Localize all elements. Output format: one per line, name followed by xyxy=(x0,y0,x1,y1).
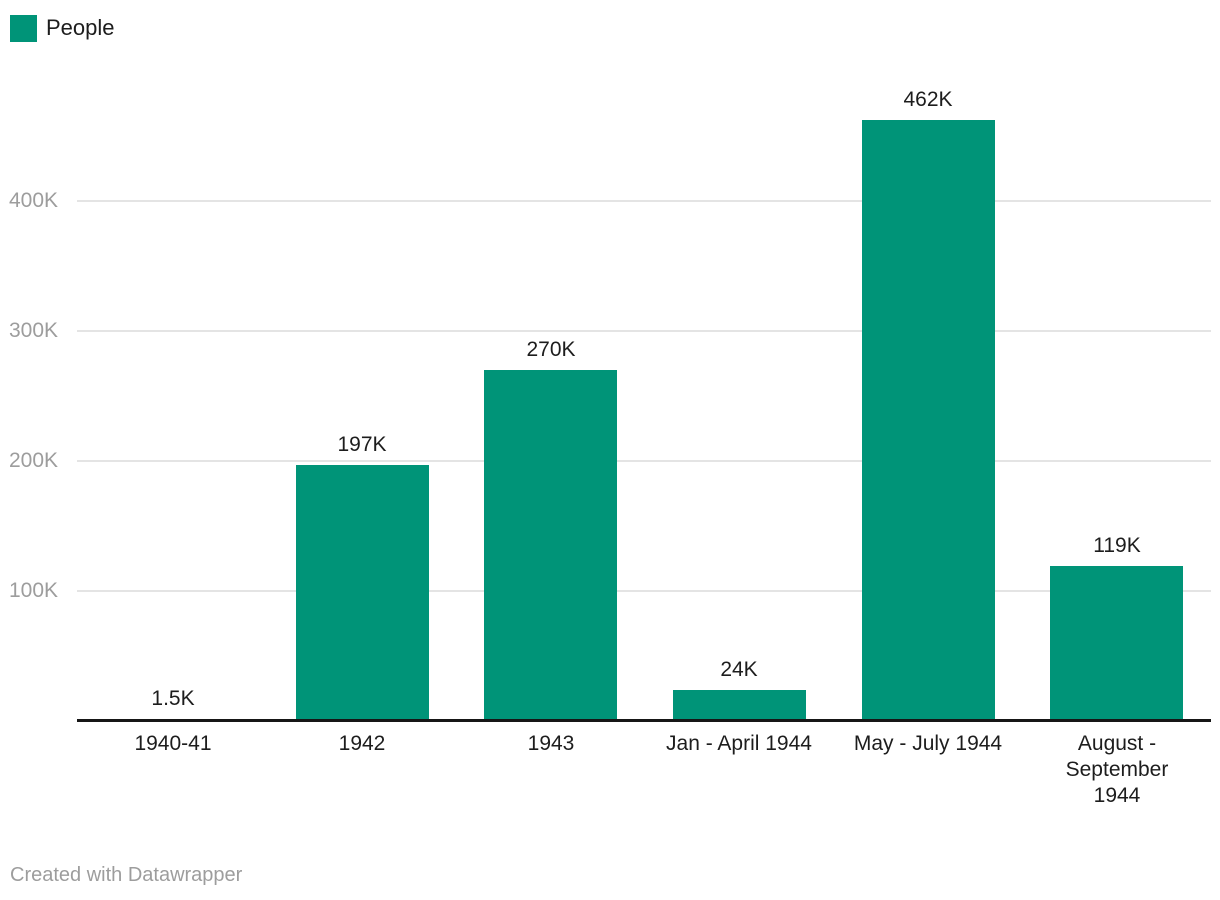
y-axis-label-400k: 400K xyxy=(9,189,59,212)
legend-swatch-people xyxy=(10,14,37,42)
x-axis-label-1943: 1943 xyxy=(527,732,575,755)
y-axis-label-300k: 300K xyxy=(9,319,59,342)
x-axis-label-jan-april-1944: Jan - April 1944 xyxy=(666,732,812,755)
gridline-300k xyxy=(77,330,1211,332)
bar-1942 xyxy=(296,465,429,721)
gridline-400k xyxy=(77,200,1211,202)
x-axis-label-1940-41: 1940-41 xyxy=(134,732,212,755)
x-axis-label-august-september-1944: August - September 1944 xyxy=(1065,732,1169,807)
gridline-100k xyxy=(77,590,1211,592)
bar-value-label-jan-april-1944: 24K xyxy=(720,658,758,681)
bar-august-september-1944 xyxy=(1050,566,1183,721)
x-axis-line xyxy=(77,719,1211,722)
bar-value-label-1943: 270K xyxy=(526,338,576,361)
legend: People xyxy=(10,14,115,42)
y-axis-label-100k: 100K xyxy=(9,579,59,602)
bar-jan-april-1944 xyxy=(673,690,806,721)
attribution-text: Created with Datawrapper xyxy=(10,864,243,886)
bar-value-label-may-july-1944: 462K xyxy=(903,88,953,111)
gridline-200k xyxy=(77,460,1211,462)
x-axis-label-1942: 1942 xyxy=(338,732,386,755)
bar-value-label-1942: 197K xyxy=(337,433,387,456)
bar-may-july-1944 xyxy=(862,120,995,721)
y-axis-label-200k: 200K xyxy=(9,449,59,472)
bar-1943 xyxy=(484,370,617,721)
bar-value-label-august-september-1944: 119K xyxy=(1093,534,1141,557)
legend-label: People xyxy=(46,15,115,40)
bar-value-label-1940-41: 1.5K xyxy=(151,687,195,710)
x-axis-label-may-july-1944: May - July 1944 xyxy=(853,732,1003,755)
